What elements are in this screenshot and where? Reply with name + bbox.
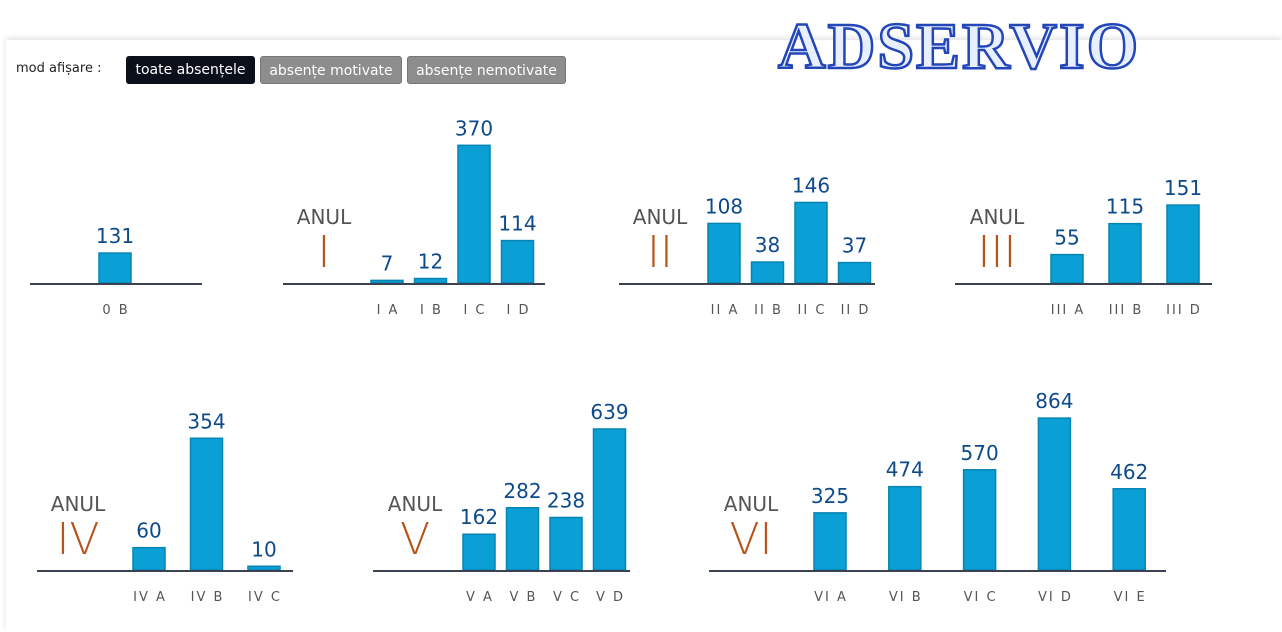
- value-label: 474: [886, 458, 924, 482]
- year-label: ANUL: [388, 492, 443, 516]
- value-label: 282: [503, 479, 541, 503]
- bar: [1037, 417, 1072, 571]
- category-label: III A: [1051, 303, 1086, 318]
- year-numeral: III: [978, 227, 1017, 278]
- bar: [413, 277, 448, 284]
- value-label: 151: [1164, 176, 1202, 200]
- bar: [962, 469, 997, 571]
- category-label: V A: [466, 590, 494, 605]
- category-label: I C: [463, 303, 486, 318]
- category-label: II D: [841, 303, 871, 318]
- bar: [707, 222, 741, 284]
- category-label: VI E: [1114, 590, 1147, 605]
- bar: [505, 507, 540, 571]
- bar: [1050, 253, 1084, 284]
- value-label: 570: [961, 441, 999, 465]
- year-numeral: I: [318, 227, 331, 278]
- value-label: 462: [1110, 460, 1148, 484]
- value-label: 325: [811, 484, 849, 508]
- bar: [1108, 222, 1142, 284]
- category-label: V C: [553, 590, 581, 605]
- category-label: I D: [507, 303, 531, 318]
- bar: [98, 252, 132, 284]
- value-label: 60: [136, 519, 161, 543]
- year-numeral: II: [647, 227, 673, 278]
- bar: [189, 437, 224, 571]
- value-label: 639: [590, 400, 628, 424]
- category-label: III B: [1109, 303, 1144, 318]
- value-label: 55: [1054, 226, 1079, 250]
- bar: [132, 546, 166, 571]
- bar: [837, 261, 872, 284]
- logo: ADSERVIO: [778, 10, 1140, 83]
- bar: [247, 565, 281, 571]
- category-label: II B: [754, 303, 783, 318]
- filter-button[interactable]: toate absențele: [126, 56, 255, 84]
- bar: [750, 261, 785, 284]
- value-label: 238: [547, 488, 585, 512]
- value-label: 146: [792, 173, 830, 197]
- value-label: 10: [251, 537, 276, 561]
- category-label: V D: [596, 590, 625, 605]
- year-numeral: IV: [56, 514, 99, 565]
- bar: [1166, 204, 1200, 284]
- value-label: 162: [460, 505, 498, 529]
- category-label: II A: [711, 303, 740, 318]
- year-label: ANUL: [633, 205, 688, 229]
- value-label: 38: [755, 233, 780, 257]
- value-label: 370: [455, 116, 493, 140]
- category-label: VI C: [964, 590, 998, 605]
- value-label: 108: [705, 194, 743, 218]
- value-label: 37: [842, 234, 867, 258]
- category-label: IV A: [133, 590, 167, 605]
- bar: [888, 485, 922, 571]
- mode-label: mod afișare :: [16, 61, 102, 76]
- year-numeral: V: [400, 514, 430, 565]
- filter-button[interactable]: absențe nemotivate: [407, 56, 566, 84]
- bar: [794, 201, 828, 284]
- bar: [549, 516, 583, 571]
- category-label: II C: [798, 303, 827, 318]
- bar: [500, 239, 535, 284]
- value-label: 12: [418, 250, 443, 274]
- value-label: 864: [1035, 389, 1073, 413]
- value-label: 7: [381, 251, 394, 275]
- bar: [592, 428, 627, 571]
- year-label: ANUL: [970, 205, 1025, 229]
- value-label: 354: [187, 409, 225, 433]
- filter-button[interactable]: absențe motivate: [260, 56, 402, 84]
- bar: [1112, 488, 1146, 571]
- bar: [462, 533, 496, 571]
- category-label: I B: [420, 303, 443, 318]
- category-label: VI A: [814, 590, 848, 605]
- year-label: ANUL: [724, 492, 779, 516]
- bar: [457, 144, 491, 284]
- year-label: ANUL: [51, 492, 106, 516]
- category-label: IV B: [191, 590, 225, 605]
- category-label: VI B: [889, 590, 923, 605]
- category-label: VI D: [1038, 590, 1073, 605]
- bar: [370, 279, 404, 284]
- category-label: V B: [510, 590, 538, 605]
- value-label: 114: [498, 212, 536, 236]
- category-label: 0 B: [102, 303, 129, 318]
- category-label: IV C: [248, 590, 282, 605]
- category-label: I A: [377, 303, 400, 318]
- bar: [813, 512, 847, 571]
- year-numeral: VI: [729, 514, 772, 565]
- value-label: 115: [1106, 195, 1144, 219]
- value-label: 131: [96, 224, 134, 248]
- category-label: III D: [1166, 303, 1202, 318]
- year-label: ANUL: [297, 205, 352, 229]
